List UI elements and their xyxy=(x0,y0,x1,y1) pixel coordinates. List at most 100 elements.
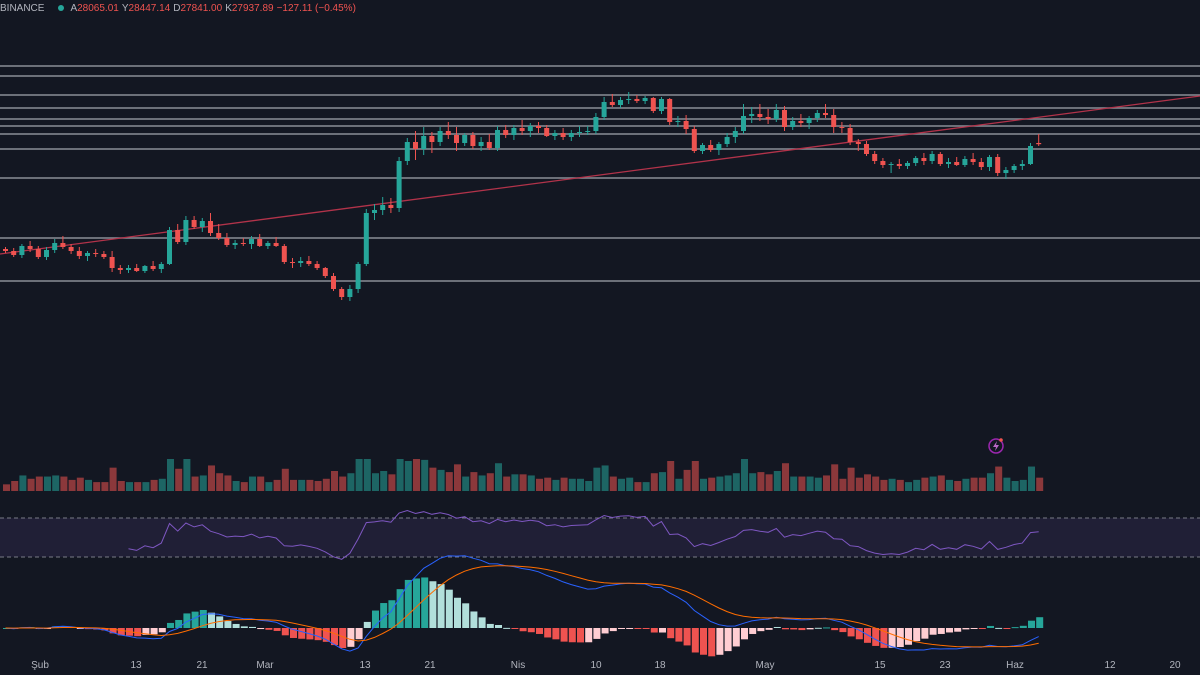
volume-bar xyxy=(68,479,76,491)
volume-bar xyxy=(27,478,35,491)
open-label: A xyxy=(70,3,78,14)
macd-hist-bar xyxy=(601,628,609,634)
volume-bar xyxy=(199,475,207,491)
candle-body xyxy=(76,251,82,256)
candle-body xyxy=(44,250,49,257)
candle-body xyxy=(183,220,189,242)
candle-body xyxy=(732,131,738,137)
macd-hist-bar xyxy=(1011,627,1019,629)
volume-bar xyxy=(314,481,322,491)
macd-hist-bar xyxy=(634,628,642,629)
macd-hist-bar xyxy=(724,628,732,652)
candle-body xyxy=(388,205,394,208)
candle-body xyxy=(60,243,66,247)
candle-body xyxy=(626,99,632,100)
macd-hist-bar xyxy=(355,628,363,640)
candle-body xyxy=(847,128,853,142)
macd-hist-bar xyxy=(208,612,215,628)
macd-hist-bar xyxy=(626,628,634,629)
rsi-line xyxy=(128,509,1039,560)
low-label: D xyxy=(173,3,181,14)
volume-bar xyxy=(585,481,593,491)
candle-body xyxy=(175,230,181,242)
volume-bar xyxy=(782,463,789,491)
volume-bar xyxy=(732,473,740,491)
volume-bar xyxy=(281,468,289,491)
macd-hist-bar xyxy=(240,626,248,628)
candle-body xyxy=(306,261,312,264)
macd-hist-bar xyxy=(413,578,420,628)
macd-hist-bar xyxy=(462,603,470,628)
candle-body xyxy=(199,221,205,227)
macd-hist-bar xyxy=(1003,628,1011,629)
volume-bar xyxy=(85,479,92,491)
volume-bar xyxy=(503,476,511,491)
candle-body xyxy=(117,268,123,270)
candle-body xyxy=(536,126,541,128)
macd-hist-bar xyxy=(191,611,199,628)
macd-hist-bar xyxy=(708,628,716,657)
candle-body xyxy=(1036,143,1042,145)
close-value: 27937.89 xyxy=(231,3,274,14)
macd-hist-bar xyxy=(782,628,789,630)
volume-bar xyxy=(52,475,60,491)
candle-body xyxy=(609,102,615,105)
volume-bar xyxy=(339,476,347,491)
volume-bar xyxy=(175,468,183,491)
candle-body xyxy=(273,243,279,246)
volume-bar xyxy=(618,478,625,491)
volume-bar xyxy=(495,463,502,491)
volume-bar xyxy=(544,477,552,491)
volume-bar xyxy=(634,482,642,491)
x-axis-label: 13 xyxy=(359,660,371,671)
volume-bar xyxy=(765,474,773,491)
macd-hist-bar xyxy=(503,627,511,629)
candle-body xyxy=(782,110,787,127)
signal-line xyxy=(5,565,1039,648)
candle-body xyxy=(946,162,951,164)
x-axis-label: 12 xyxy=(1104,660,1116,671)
candle-body xyxy=(962,159,968,165)
candle-body xyxy=(11,251,17,255)
macd-hist-bar xyxy=(683,628,691,646)
macd-hist-bar xyxy=(847,628,855,637)
x-axis-label: Mar xyxy=(256,660,274,671)
candle-body xyxy=(216,233,222,238)
candle-body xyxy=(232,243,238,245)
volume-bar xyxy=(363,459,371,491)
volume-bar xyxy=(921,477,929,491)
volume-bar xyxy=(987,473,994,491)
candle-body xyxy=(552,133,558,136)
macd-hist-bar xyxy=(814,627,822,629)
candle-body xyxy=(68,247,74,251)
macd-hist-bar xyxy=(265,628,273,630)
candle-body xyxy=(519,128,525,131)
volume-bar xyxy=(609,476,617,491)
volume-bar xyxy=(1011,481,1019,491)
close-label: K xyxy=(225,3,232,14)
macd-hist-bar xyxy=(109,628,117,634)
candle-body xyxy=(831,115,837,127)
candle-body xyxy=(331,276,336,289)
volume-bar xyxy=(404,461,412,491)
macd-hist-bar xyxy=(281,628,289,636)
volume-bar xyxy=(577,478,584,491)
volume-bar xyxy=(3,484,10,491)
alert-marker[interactable] xyxy=(988,438,1004,454)
macd-hist-bar xyxy=(921,628,929,639)
macd-hist-bar xyxy=(978,628,986,629)
macd-hist-bar xyxy=(987,625,994,628)
macd-hist-bar xyxy=(175,619,183,628)
macd-hist-bar xyxy=(232,623,240,628)
macd-hist-bar xyxy=(536,628,543,634)
trendline[interactable] xyxy=(0,95,1200,255)
macd-hist-bar xyxy=(486,623,494,628)
candle-body xyxy=(864,144,869,154)
candle-body xyxy=(429,136,435,142)
macd-hist-bar xyxy=(298,628,306,639)
candle-body xyxy=(683,121,689,129)
volume-bar xyxy=(626,477,634,491)
volume-bar xyxy=(134,482,142,491)
candle-body xyxy=(495,130,500,148)
